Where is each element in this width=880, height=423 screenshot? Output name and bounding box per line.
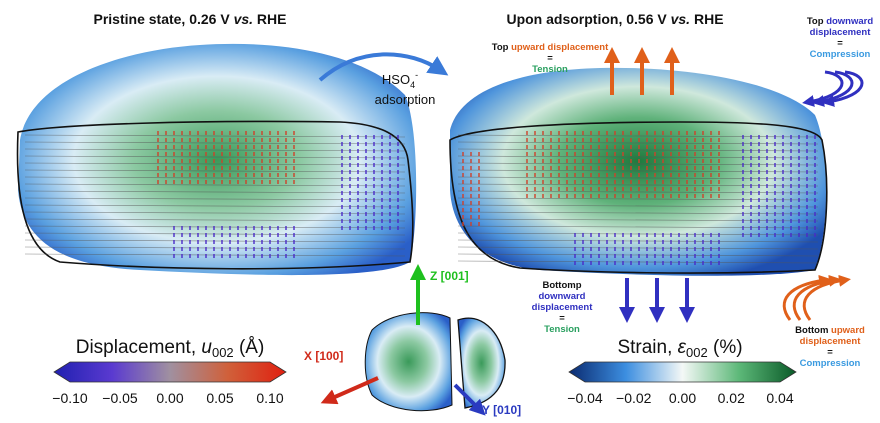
annotation-text: Top <box>807 16 824 27</box>
annotation-text: upward <box>831 325 865 336</box>
annotation: Top upward displacement <box>492 42 609 53</box>
up-arrows <box>784 280 845 320</box>
colorbar-tick-label: 0.00 <box>156 390 183 406</box>
annotation-text: = <box>547 53 553 64</box>
annotation-text: Tension <box>544 324 580 335</box>
colorbar-tick-label: −0.04 <box>567 390 603 406</box>
annotation: Top downward <box>807 16 874 27</box>
colorbar-title: Strain, ε002 (%) <box>617 337 742 360</box>
right-title: Upon adsorption, 0.56 V vs. RHE <box>506 11 723 27</box>
species-superscript: - <box>415 70 418 80</box>
colorbar-tick-label: 0.05 <box>206 390 233 406</box>
colorbar-title: Displacement, u002 (Å) <box>76 337 265 360</box>
annotation-text: = <box>827 347 833 358</box>
title-text: Pristine state, 0.26 V <box>94 11 234 27</box>
down-arrows <box>627 278 687 315</box>
colorbar-tick-label: −0.10 <box>52 390 88 406</box>
colorbar-unit: (%) <box>708 337 743 358</box>
annotation-text: Compression <box>800 358 861 369</box>
colorbar-subscript: 002 <box>212 345 234 360</box>
species-subscript: 4 <box>410 80 415 90</box>
colorbar-tick-label: −0.02 <box>616 390 652 406</box>
species: HSO <box>382 72 410 87</box>
left-title: Pristine state, 0.26 V vs. RHE <box>94 11 287 27</box>
down-arrows <box>808 72 862 102</box>
title-text: vs. <box>671 11 690 27</box>
transition-label: adsorption <box>375 92 436 107</box>
colorbar-title-text: Strain, <box>617 337 677 358</box>
figure: Pristine state, 0.26 V vs. RHE Upon adso… <box>0 0 880 423</box>
annotation-text: displacement <box>810 27 872 38</box>
colorbar-tick-label: −0.05 <box>102 390 138 406</box>
title-text: vs. <box>234 11 253 27</box>
annotation-text: Top <box>492 42 509 53</box>
title-text: RHE <box>690 11 723 27</box>
colorbar-tick-label: 0.10 <box>256 390 283 406</box>
annotation-text: upward displacement <box>511 42 609 53</box>
annotation-text: Bottomp <box>542 280 581 291</box>
annotation-text: Tension <box>532 64 568 75</box>
colorbar-symbol: u <box>201 337 212 358</box>
axis-label: Y [010] <box>482 403 521 417</box>
annotation: Bottom upward <box>795 325 865 336</box>
annotation-text: displacement <box>800 336 862 347</box>
axis-label: X [100] <box>304 349 343 363</box>
annotation-text: = <box>837 38 843 49</box>
colorbar-tick-label: 0.02 <box>718 390 745 406</box>
colorbar-title-text: Displacement, <box>76 337 202 358</box>
title-text: Upon adsorption, 0.56 V <box>506 11 670 27</box>
axis-label: Z [001] <box>430 269 469 283</box>
colorbar-subscript: 002 <box>686 345 708 360</box>
annotation-text: = <box>559 313 565 324</box>
annotation-text: displacement <box>532 302 594 313</box>
colorbar <box>569 362 796 382</box>
colorbar <box>54 362 286 382</box>
colorbar-tick-label: 0.04 <box>766 390 793 406</box>
crystal-part <box>365 313 452 411</box>
annotation-text: Compression <box>810 49 871 60</box>
title-text: RHE <box>253 11 286 27</box>
colorbar-tick-label: 0.00 <box>669 390 696 406</box>
annotation-text: downward <box>539 291 586 302</box>
colorbar-unit: (Å) <box>234 337 265 358</box>
annotation-text: downward <box>826 16 873 27</box>
annotation-text: Bottom <box>795 325 828 336</box>
